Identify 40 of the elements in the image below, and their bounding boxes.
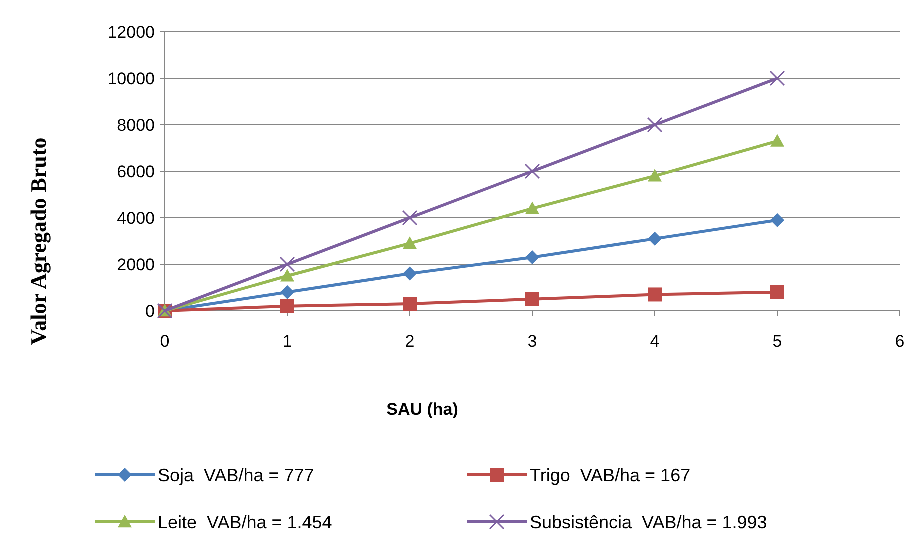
point [647, 117, 663, 133]
x-tick-label: 5 [772, 332, 782, 351]
point [402, 210, 418, 226]
x-tick-label: 1 [282, 332, 292, 351]
point [526, 202, 540, 214]
y-axis-title: Valor Agregado Bruto [26, 138, 51, 346]
point [648, 232, 662, 246]
y-tick-label: 10000 [108, 69, 155, 88]
point [526, 292, 540, 306]
point [403, 236, 417, 250]
y-tick-label: 4000 [117, 208, 155, 228]
legend-label: Trigo VAB/ha = 167 [530, 465, 691, 486]
x-axis-title: SAU (ha) [386, 400, 458, 419]
x-tick-label: 3 [528, 332, 538, 351]
point [403, 297, 417, 312]
x-tick-label: 2 [405, 332, 415, 351]
y-tick-label: 8000 [117, 116, 155, 135]
point [403, 266, 417, 281]
y-tick-label: 6000 [117, 162, 155, 182]
point [648, 288, 662, 302]
point [524, 164, 540, 180]
point [280, 299, 294, 314]
legend-label: Leite VAB/ha = 1.454 [158, 512, 332, 532]
point [280, 256, 296, 272]
point [280, 285, 294, 300]
y-tick-label: 0 [146, 302, 155, 321]
point [770, 70, 786, 86]
point [770, 134, 784, 147]
x-tick-label: 6 [895, 332, 905, 351]
y-tick-label: 12000 [108, 22, 155, 42]
legend-label: Subsistência VAB/ha = 1.993 [530, 512, 768, 532]
point [770, 213, 784, 228]
x-tick-label: 0 [160, 332, 170, 351]
point [280, 269, 294, 282]
point [526, 250, 540, 265]
x-tick-label: 4 [650, 332, 660, 351]
legend-label: Soja VAB/ha = 777 [158, 465, 314, 486]
point [770, 285, 784, 300]
y-tick-label: 2000 [117, 255, 155, 274]
point [648, 169, 662, 182]
